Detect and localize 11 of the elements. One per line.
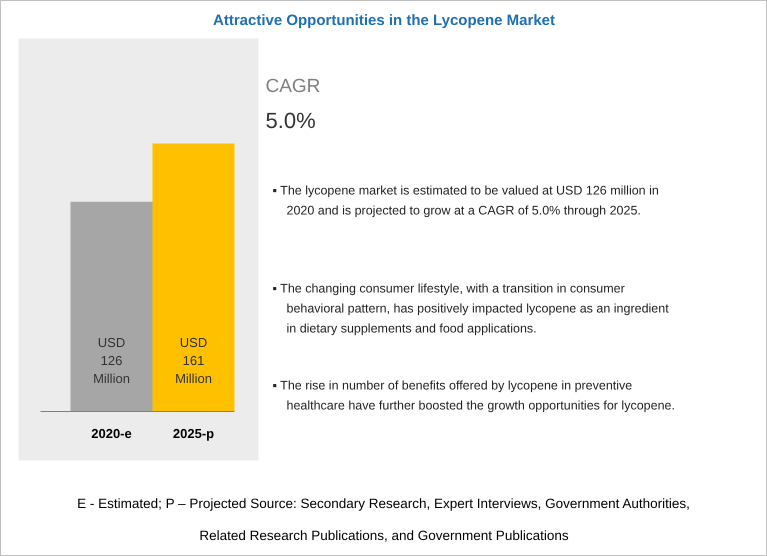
- text: ▪ The changing consumer lifestyle, with a transition in consumer behavioral pattern, has positively impacted lycopene as an ingredient in dietary supplements and food applications.: [272, 282, 670, 336]
- text: 5.0%: [266, 108, 316, 133]
- text: CAGR: [266, 76, 320, 97]
- data-label: USD 161 Million: [175, 335, 212, 386]
- x-tick-label: 2025-p: [172, 426, 214, 441]
- data-label: USD 126 Million: [93, 335, 130, 386]
- x-tick-label: 2020-e: [91, 426, 132, 441]
- text: ▪ The rise in number of benefits offered by lycopene in preventive healthcare have further boosted the growth opportunities for lycopene.: [272, 378, 675, 412]
- text: E - Estimated; P – Projected Source: Secondary Research, Expert Interviews, Government Authorities, Related Research Publications, and Government Publications: [77, 496, 690, 543]
- text: ▪ The lycopene market is estimated to be valued at USD 126 million in 2020 and is projected to grow at a CAGR of 5.0% through 2025.: [272, 184, 659, 218]
- text: Attractive Opportunities in the Lycopene Market: [213, 12, 556, 29]
